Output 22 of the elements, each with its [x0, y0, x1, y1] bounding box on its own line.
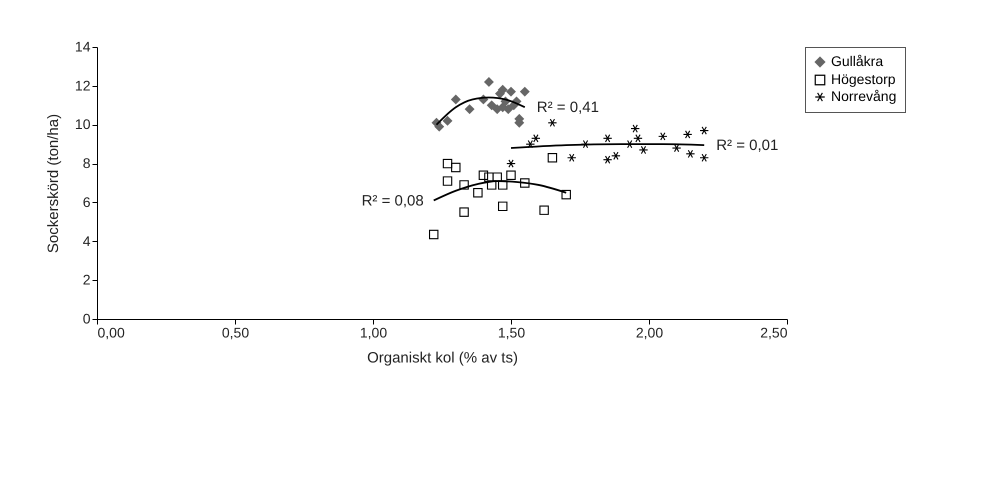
x-tick-label: 0,50 [222, 324, 250, 340]
x-tick-label: 2,00 [636, 324, 664, 340]
x-tick-label: 0,00 [98, 324, 125, 340]
legend-label: Gullåkra [831, 53, 884, 69]
x-tick-label: 1,00 [360, 324, 388, 340]
legend-label: Norrevång [831, 88, 896, 104]
y-tick-label: 0 [82, 310, 91, 326]
y-tick-label: 14 [74, 38, 91, 54]
annotation: R² = 0,01 [716, 137, 778, 154]
y-tick-label: 6 [82, 194, 91, 210]
y-tick-label: 12 [74, 77, 91, 94]
annotation: R² = 0,41 [536, 99, 599, 116]
y-tick-label: 8 [82, 155, 91, 172]
x-tick-label: 2,50 [760, 324, 788, 340]
y-tick-label: 10 [74, 116, 91, 132]
y-tick-label: 2 [82, 272, 91, 288]
x-axis-title: Organiskt kol (% av ts) [367, 350, 518, 366]
legend-label: Högestorp [831, 71, 896, 87]
y-tick-label: 4 [82, 232, 91, 249]
x-tick-label: 1,50 [498, 324, 526, 340]
y-axis-title: Sockerskörd (ton/ha) [44, 114, 62, 254]
annotation: R² = 0,08 [362, 192, 424, 210]
